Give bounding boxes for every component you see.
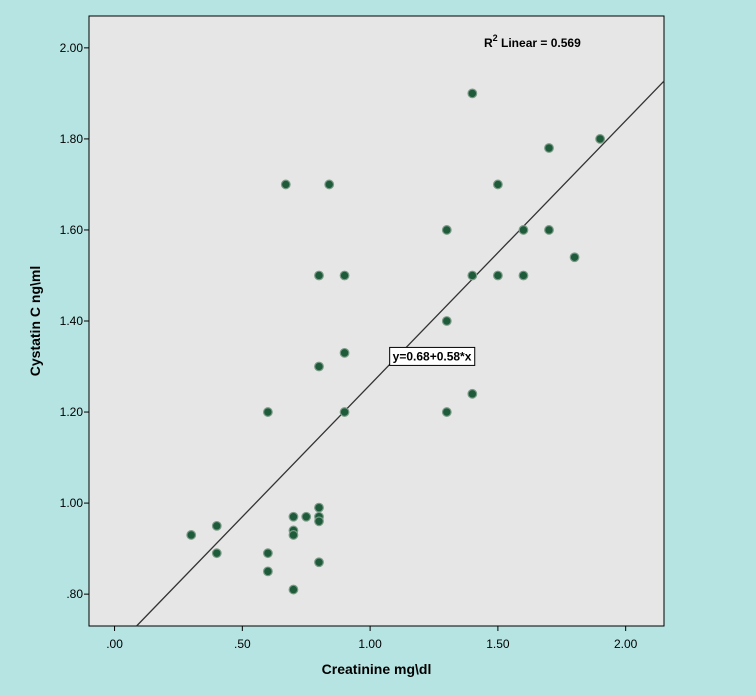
data-point [467,270,478,281]
data-point [280,179,291,190]
data-point [467,388,478,399]
x-tick-label: .50 [234,637,251,651]
plot-area [88,15,665,627]
r2-annotation: R2 Linear = 0.569 [484,33,581,50]
data-point [314,557,324,568]
x-tick-label: 2.00 [614,637,638,651]
data-point [314,270,324,281]
data-point [314,361,324,372]
data-point [544,225,554,235]
data-point [314,502,324,513]
data-point [518,225,529,235]
x-tick-label: .00 [106,637,123,651]
data-point [262,407,273,417]
x-tick-label: 1.00 [358,637,382,651]
x-tick-label: 1.50 [486,637,510,651]
data-point [262,566,273,577]
y-tick-label: .80 [66,587,83,601]
data-point [441,407,452,417]
data-point [262,548,273,559]
data-point [288,584,299,595]
data-point [569,252,580,263]
y-tick-label: 1.00 [60,496,84,510]
y-tick-label: 2.00 [60,41,84,55]
y-axis-label: Cystatin C ng\ml [27,266,43,376]
r2-suffix: Linear = 0.569 [498,36,581,50]
data-point [301,511,312,522]
data-point [339,347,350,358]
r2-superscript: 2 [493,33,498,43]
data-point [314,516,324,527]
data-point [288,530,299,540]
r2-prefix: R [484,36,493,50]
data-point [492,270,503,281]
data-point [211,548,222,559]
data-point [211,520,222,531]
x-axis-label: Creatinine mg\dl [322,661,432,677]
y-tick-label: 1.60 [60,223,84,237]
data-point [186,530,197,540]
equation-box [389,346,476,366]
data-point [324,179,335,190]
data-point [595,134,606,144]
data-point [467,88,478,99]
data-point [518,270,529,281]
equation-label: y=0.68+0.58*x [393,349,472,363]
y-tick-label: 1.40 [60,314,84,328]
axis-tick-labels: .00 .50 1.00 1.50 2.00 .80 1.00 1.20 1.40 1.60 1.8… [60,41,638,651]
y-tick-label: 1.80 [60,132,84,146]
data-point [492,179,503,190]
data-point [441,316,452,326]
data-point [441,225,452,235]
data-point [339,407,350,417]
data-point [339,270,350,281]
data-point [544,143,554,153]
data-points [186,88,606,595]
data-point [288,511,299,522]
y-tick-label: 1.20 [60,405,84,419]
axis-ticks [84,47,627,631]
